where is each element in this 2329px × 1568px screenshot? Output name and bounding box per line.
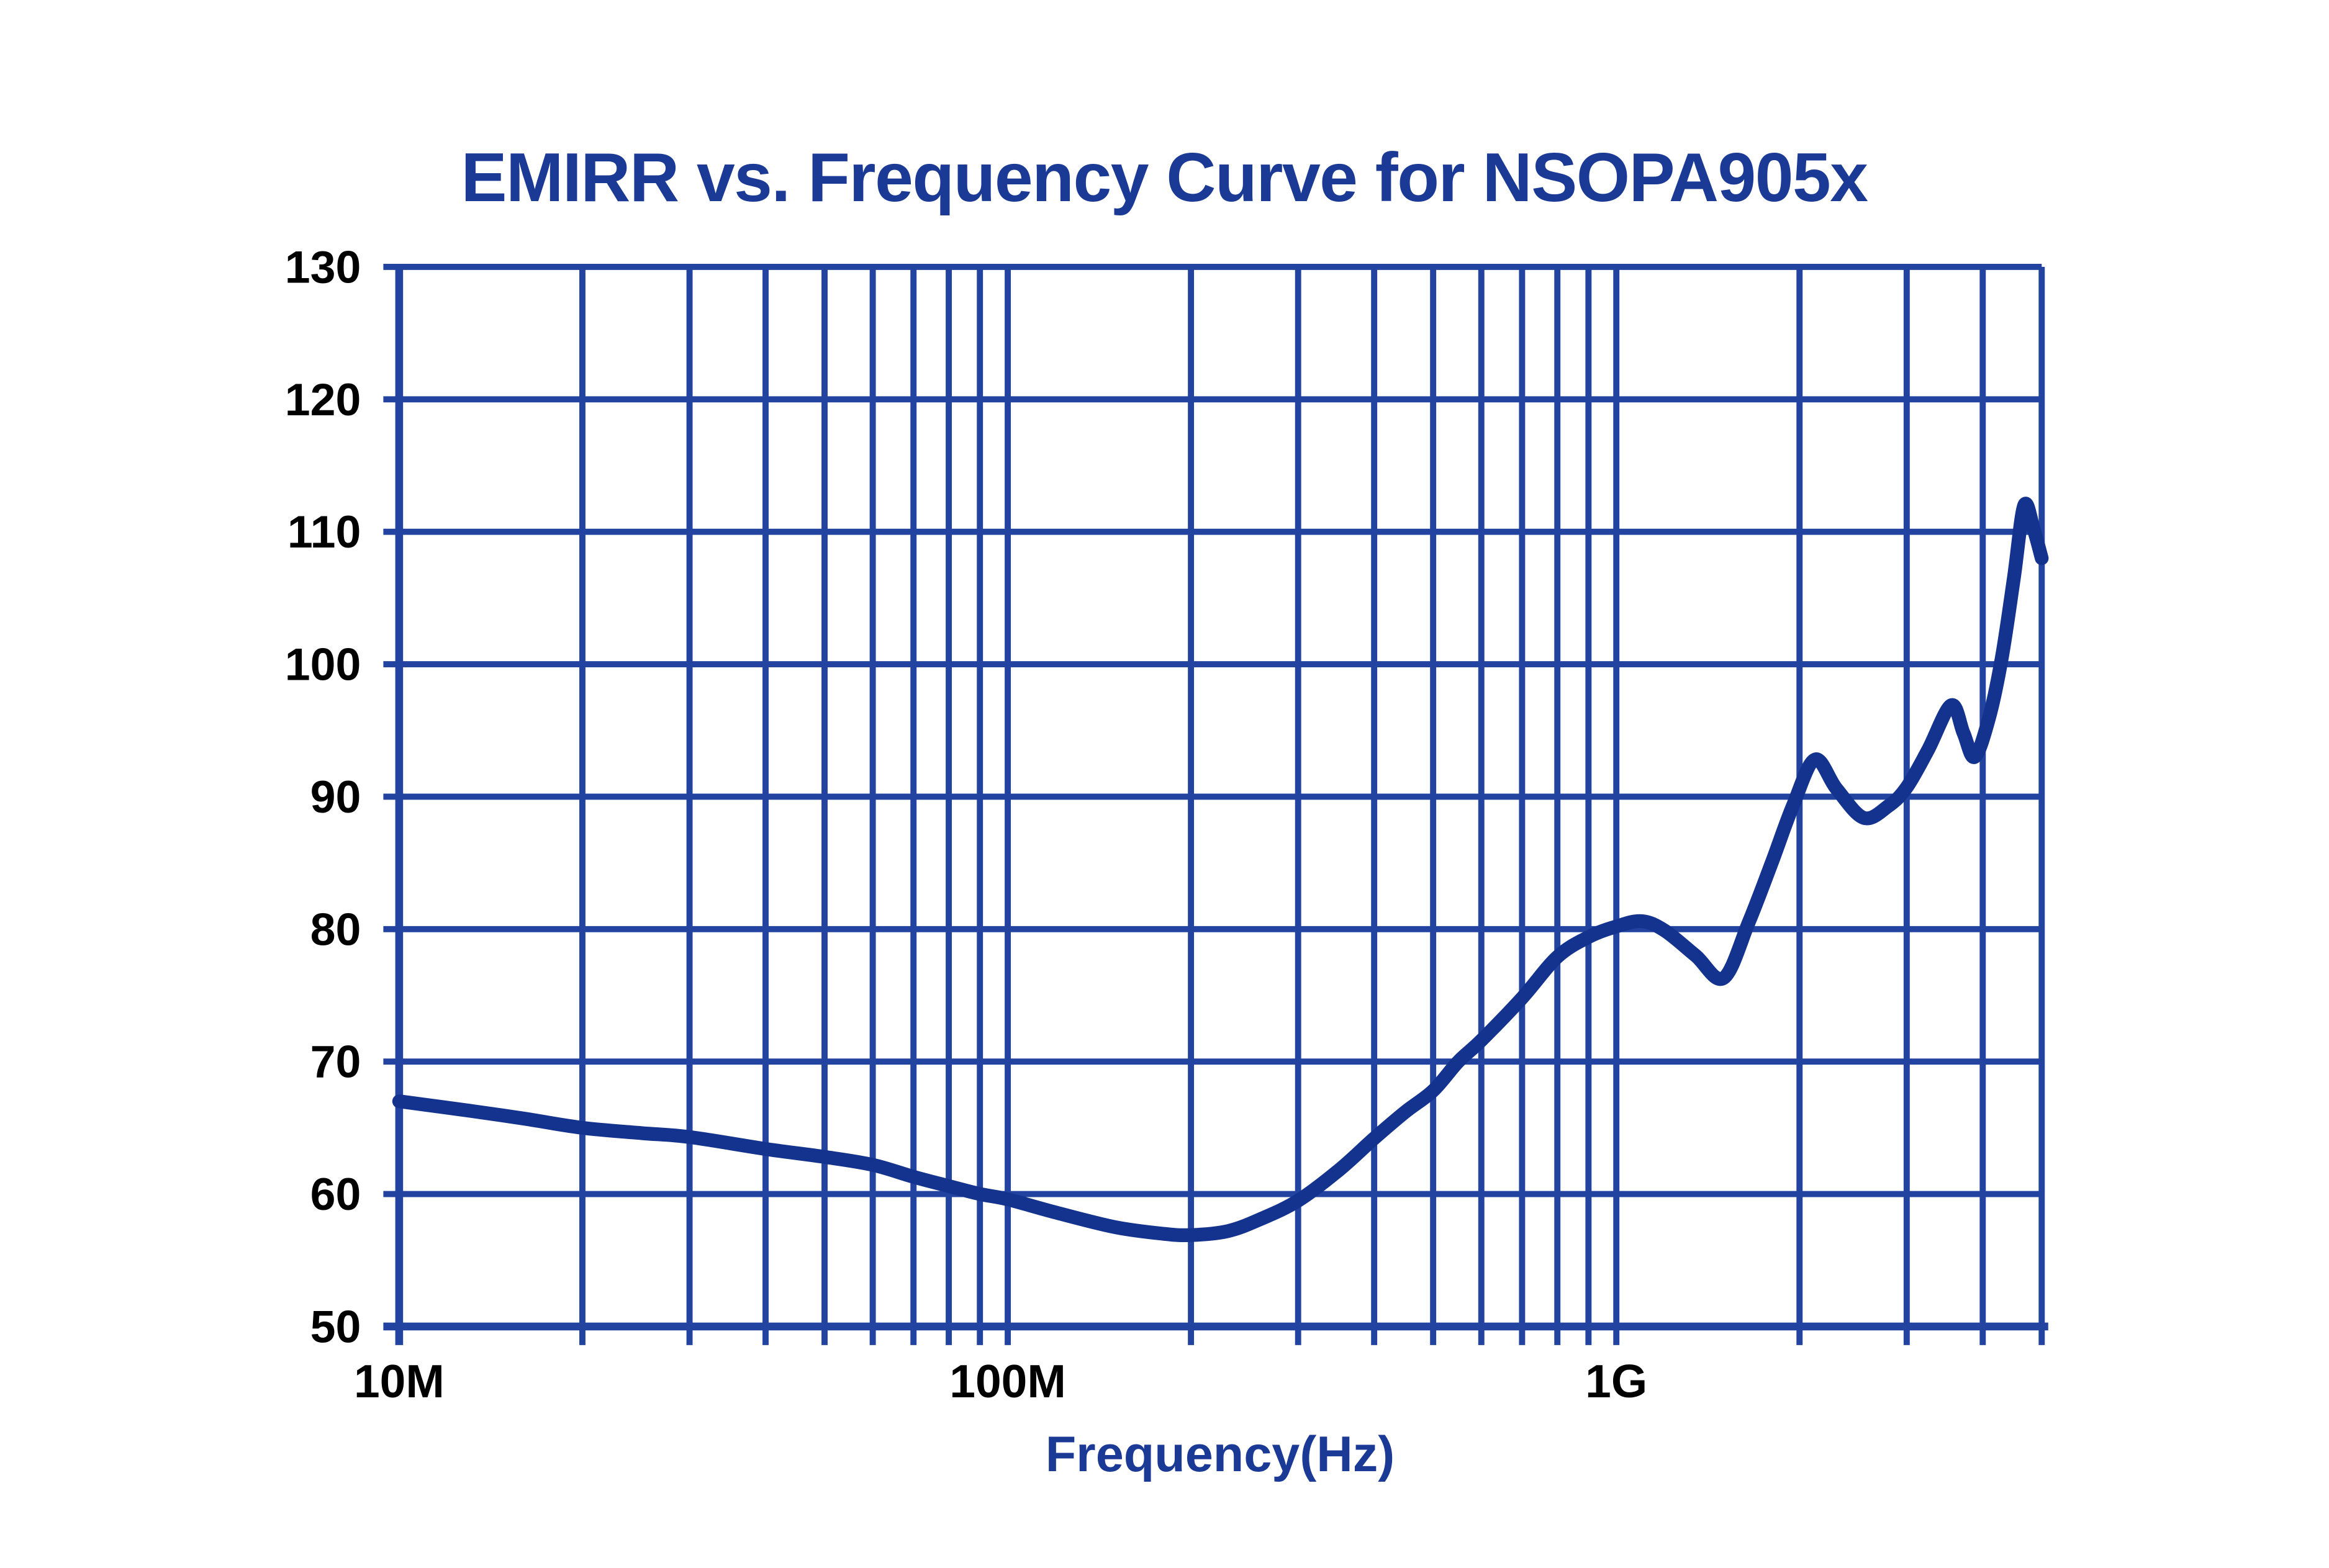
emirr-curve-path bbox=[392, 497, 2049, 1243]
tick-label: 120 bbox=[285, 374, 361, 425]
y-tick-labels: 50 60 70 80 90 100 110 120 130 bbox=[285, 241, 361, 1352]
tick-label: 130 bbox=[285, 241, 361, 292]
tick-label: 110 bbox=[287, 506, 361, 557]
tick-label: 1G bbox=[1585, 1355, 1647, 1407]
tick-label: 60 bbox=[310, 1168, 361, 1220]
tick-label: 100 bbox=[285, 639, 361, 690]
tick-label: 90 bbox=[310, 771, 361, 822]
tick-label: 70 bbox=[310, 1036, 361, 1088]
chart-title: EMIRR vs. Frequency Curve for NSOPA905x bbox=[461, 140, 1868, 216]
tick-label: 100M bbox=[949, 1355, 1066, 1407]
tick-label: 80 bbox=[310, 903, 361, 955]
tick-label: 10M bbox=[354, 1355, 445, 1407]
y-grid-lines bbox=[383, 263, 2048, 1331]
x-tick-labels: 10M 100M 1G bbox=[354, 1355, 1647, 1407]
emirr-curve bbox=[392, 497, 2049, 1243]
x-axis-title: Frequency(Hz) bbox=[1045, 1426, 1395, 1482]
tick-label: 50 bbox=[310, 1300, 361, 1352]
x-grid-lines bbox=[395, 266, 2045, 1345]
